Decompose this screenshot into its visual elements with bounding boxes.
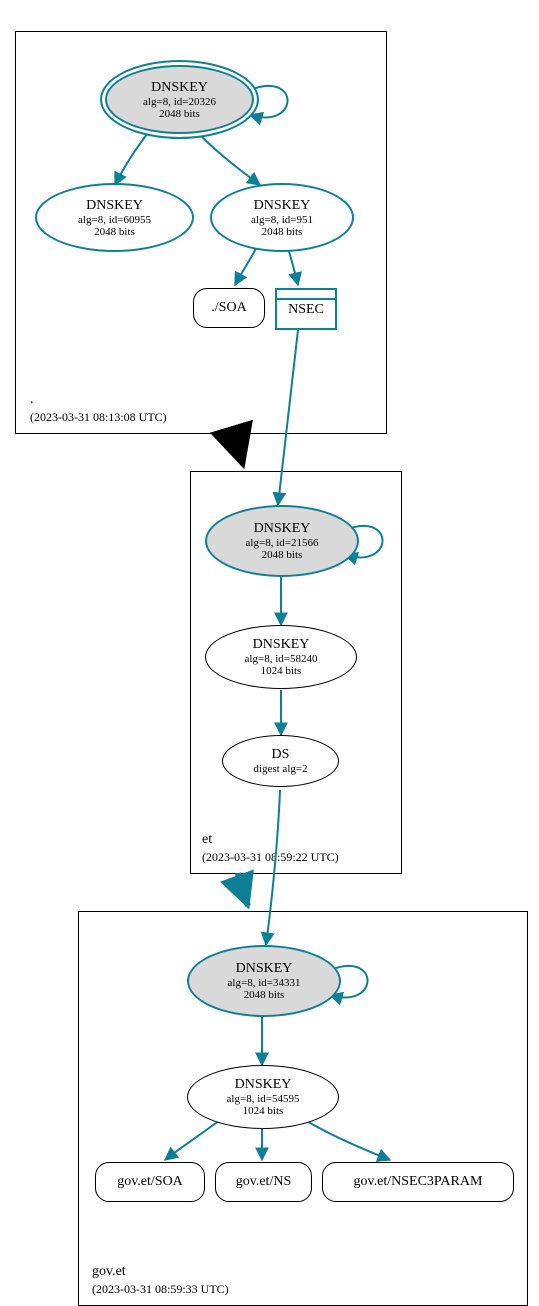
- gov-nsec3param: gov.et/NSEC3PARAM: [322, 1162, 514, 1202]
- gov-soa-label: gov.et/SOA: [117, 1174, 183, 1190]
- zone-root-ts: (2023-03-31 08:13:08 UTC): [30, 410, 167, 425]
- et-ds-title: DS: [272, 747, 290, 763]
- zone-root-label: .: [30, 392, 34, 408]
- root-zsk1-sub1: alg=8, id=60955: [78, 214, 151, 226]
- gov-zsk: DNSKEY alg=8, id=54595 1024 bits: [187, 1065, 339, 1129]
- root-zsk2: DNSKEY alg=8, id=951 2048 bits: [210, 183, 354, 252]
- zone-et-ts: (2023-03-31 08:59:22 UTC): [202, 850, 339, 865]
- root-ksk-sub2: 2048 bits: [159, 108, 200, 120]
- et-ksk-sub2: 2048 bits: [262, 549, 303, 561]
- root-zsk1-sub2: 2048 bits: [94, 226, 135, 238]
- gov-ns: gov.et/NS: [215, 1162, 312, 1202]
- et-zsk: DNSKEY alg=8, id=58240 1024 bits: [205, 625, 357, 689]
- gov-ksk-sub1: alg=8, id=34331: [228, 977, 301, 989]
- et-ds: DS digest alg=2: [222, 735, 339, 787]
- root-nsec-label: NSEC: [288, 302, 324, 318]
- zone-govet-ts: (2023-03-31 08:59:33 UTC): [92, 1282, 229, 1297]
- root-ksk-title: DNSKEY: [151, 80, 208, 96]
- root-soa-label: ./SOA: [211, 300, 246, 316]
- et-zsk-title: DNSKEY: [253, 637, 310, 653]
- gov-ns-label: gov.et/NS: [236, 1174, 291, 1190]
- et-ksk-title: DNSKEY: [254, 521, 311, 537]
- root-nsec: NSEC: [275, 288, 337, 330]
- root-zsk2-sub1: alg=8, id=951: [251, 214, 313, 226]
- root-ksk-sub1: alg=8, id=20326: [143, 96, 216, 108]
- gov-soa: gov.et/SOA: [95, 1162, 205, 1202]
- gov-ksk-sub2: 2048 bits: [244, 989, 285, 1001]
- root-zsk1-title: DNSKEY: [86, 198, 143, 214]
- zone-et-label: et: [202, 832, 212, 848]
- zone-govet-label: gov.et: [92, 1264, 126, 1280]
- gov-nsec3-label: gov.et/NSEC3PARAM: [354, 1174, 483, 1190]
- nsec-divider: [277, 298, 335, 300]
- root-zsk2-title: DNSKEY: [254, 198, 311, 214]
- et-zsk-sub2: 1024 bits: [261, 665, 302, 677]
- et-ksk: DNSKEY alg=8, id=21566 2048 bits: [205, 505, 359, 577]
- root-ksk: DNSKEY alg=8, id=20326 2048 bits: [100, 60, 259, 139]
- et-zsk-sub1: alg=8, id=58240: [245, 653, 318, 665]
- et-ds-sub1: digest alg=2: [253, 763, 307, 775]
- root-zsk2-sub2: 2048 bits: [262, 226, 303, 238]
- et-ksk-sub1: alg=8, id=21566: [246, 537, 319, 549]
- gov-zsk-sub1: alg=8, id=54595: [227, 1093, 300, 1105]
- gov-ksk: DNSKEY alg=8, id=34331 2048 bits: [187, 945, 341, 1017]
- gov-zsk-title: DNSKEY: [235, 1077, 292, 1093]
- root-soa: ./SOA: [193, 288, 265, 328]
- root-zsk1: DNSKEY alg=8, id=60955 2048 bits: [35, 183, 194, 252]
- gov-zsk-sub2: 1024 bits: [243, 1105, 284, 1117]
- gov-ksk-title: DNSKEY: [236, 961, 293, 977]
